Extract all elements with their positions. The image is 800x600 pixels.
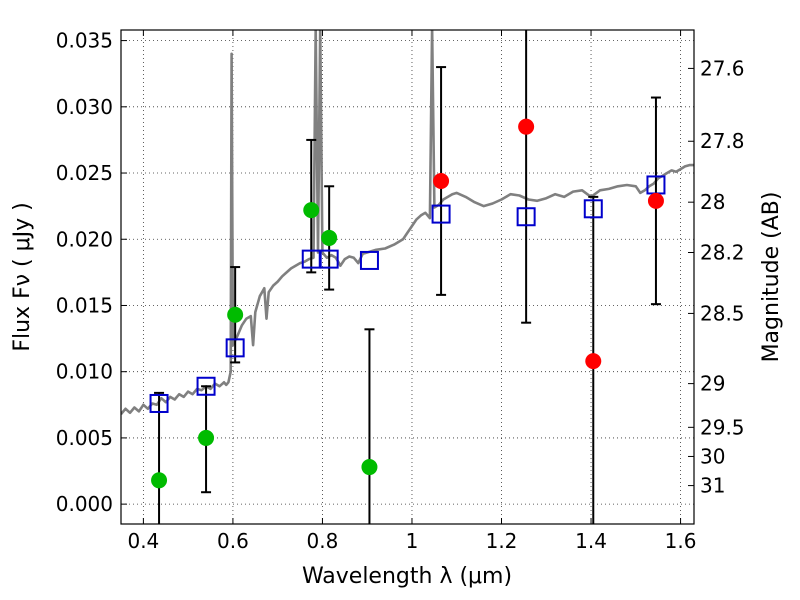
photometry-point [361, 459, 378, 476]
y-tick-label: 0.025 [56, 161, 113, 185]
y-tick-label: 0.030 [56, 95, 113, 119]
photometry-point [151, 472, 168, 489]
right-axis-title: Magnitude (AB) [759, 192, 784, 363]
right-tick-label: 28.2 [700, 240, 745, 264]
x-tick-label: 0.6 [217, 529, 249, 553]
photometry-point [321, 229, 338, 246]
photometry-point [518, 118, 535, 135]
right-tick-label: 31 [700, 474, 725, 498]
photometry-point [433, 172, 450, 189]
photometry-point [585, 353, 602, 370]
x-tick-label: 0.4 [127, 529, 159, 553]
y-tick-label: 0.005 [56, 426, 113, 450]
right-tick-label: 30 [700, 444, 725, 468]
y-tick-label: 0.015 [56, 293, 113, 317]
y-tick-label: 0.010 [56, 360, 113, 384]
model-square [583, 199, 603, 219]
right-tick-label: 28 [700, 190, 725, 214]
right-tick-label: 27.6 [700, 56, 745, 80]
right-tick-label: 27.8 [700, 129, 745, 153]
plot-frame [120, 29, 695, 525]
y-tick-label: 0.035 [56, 29, 113, 53]
model-square [319, 249, 339, 269]
model-square [431, 204, 451, 224]
spectrum-line [121, 30, 694, 415]
photometry-point [303, 202, 320, 219]
x-tick-label: 1 [406, 529, 419, 553]
model-square [225, 338, 245, 358]
photometry-point [227, 306, 244, 323]
x-tick-label: 1.6 [665, 529, 697, 553]
x-axis-title: Wavelength λ (μm) [302, 564, 512, 589]
photometry-point [647, 192, 664, 209]
right-tick-label: 29.5 [700, 415, 745, 439]
x-tick-label: 1.2 [486, 529, 518, 553]
model-square [149, 393, 169, 413]
y-axis-title: Flux Fν ( μJy ) [10, 202, 35, 351]
model-square [359, 250, 379, 270]
axis-ticks: 0.4 0.6 0.8 1 1.2 1.4 1.6 0.000 0.005 0.010 0.015 0… [56, 29, 745, 553]
y-tick-label: 0.000 [56, 492, 113, 516]
right-tick-label: 28.5 [700, 301, 745, 325]
x-tick-label: 0.8 [307, 529, 339, 553]
x-tick-label: 1.4 [575, 529, 607, 553]
right-tick-label: 29 [700, 372, 725, 396]
model-square [196, 376, 216, 396]
model-square [516, 207, 536, 227]
plot-area [121, 30, 694, 524]
y-tick-label: 0.020 [56, 227, 113, 251]
photometry-point [198, 429, 215, 446]
